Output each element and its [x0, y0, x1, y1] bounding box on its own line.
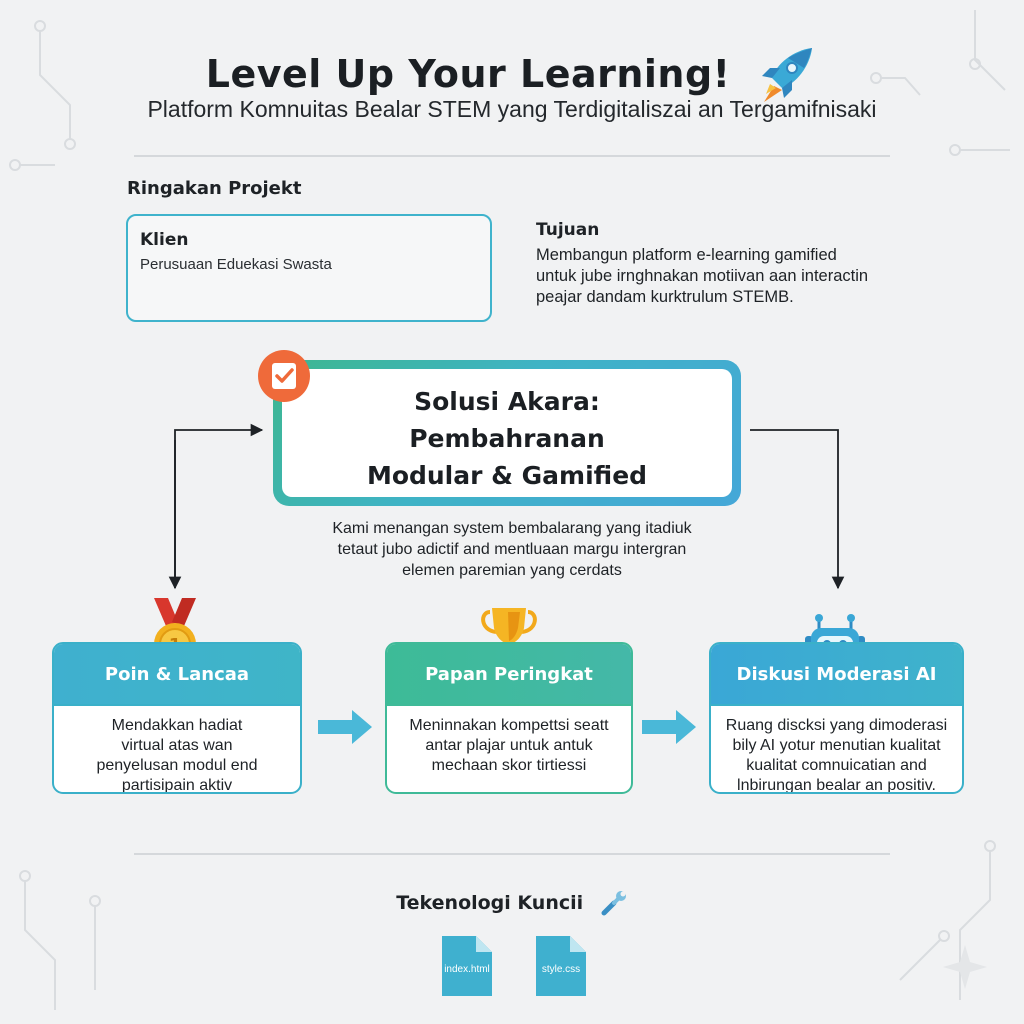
feature-description: Mendakkan hadiat virtual atas wan penyel… — [54, 706, 300, 794]
feature-line: Ruang discksi yang dimoderasi — [725, 717, 948, 734]
goal-line: peajar dandam kurktrulum STEMB. — [536, 288, 794, 306]
feature-description: Ruang discksi yang dimoderasi bily AI yo… — [711, 706, 962, 794]
feature-card-points: Poin & Lancaa Mendakkan hadiat virtual a… — [52, 642, 302, 794]
feature-line: antar plajar untuk antuk — [425, 737, 593, 754]
feature-card-leaderboard: Papan Peringkat Meninnakan kompettsi sea… — [385, 642, 633, 794]
goal-line: untuk jube irnghnakan motiivan aan inter… — [536, 267, 869, 285]
solution-title-line: Solusi Akara: — [414, 387, 600, 416]
arrow-to-solution — [174, 423, 264, 588]
title-text: Level Up Your Learning! — [205, 52, 731, 96]
tech-label: Tekenologi Kuncii — [396, 892, 584, 914]
feature-line: partisipain aktiv — [121, 777, 233, 794]
solution-desc-line: elemen paremian yang cerdats — [402, 562, 622, 579]
solution-title: Solusi Akara: Pembahranan Modular & Gami… — [282, 369, 732, 497]
file-icon-index-html: index.html — [440, 934, 494, 998]
file-icon-style-css: style.css — [534, 934, 588, 998]
file-name: style.css — [541, 964, 581, 975]
section-label: Ringakan Projekt — [127, 178, 302, 199]
checklist-icon — [258, 350, 310, 402]
goal-text: Membangun platform e-learning gamified u… — [536, 245, 936, 308]
solution-description: Kami menangan system bembalarang yang it… — [300, 518, 724, 581]
solution-desc-line: Kami menangan system bembalarang yang it… — [332, 520, 692, 537]
arrow-to-ai — [750, 429, 845, 590]
client-box — [126, 214, 492, 322]
feature-card-ai-discussion: Diskusi Moderasi AI Ruang discksi yang d… — [709, 642, 964, 794]
page-title: Level Up Your Learning! — [0, 44, 1024, 104]
feature-line: virtual atas wan — [121, 737, 233, 754]
rocket-icon — [762, 48, 813, 102]
client-value: Perusuaan Eduekasi Swasta — [140, 256, 332, 273]
divider — [134, 853, 890, 855]
feature-line: mechaan skor tirtiessi — [431, 757, 587, 774]
feature-line: bily AI yotur menutian kualitat — [732, 737, 941, 754]
feature-line: Mendakkan hadiat — [111, 717, 243, 734]
feature-line: penyelusan modul end — [96, 757, 258, 774]
page-subtitle: Platform Komnuitas Bealar STEM yang Terd… — [147, 96, 877, 122]
client-label: Klien — [140, 230, 189, 250]
goal-line: Membangun platform e-learning gamified — [536, 246, 837, 264]
feature-line: Meninnakan kompettsi seatt — [409, 717, 609, 734]
wrench-icon — [601, 891, 626, 916]
feature-line: lnbirungan bealar an positiv. — [737, 777, 936, 794]
feature-description: Meninnakan kompettsi seatt antar plajar … — [387, 706, 631, 776]
feature-title: Poin & Lancaa — [54, 644, 300, 706]
divider — [134, 155, 890, 157]
solution-box: Solusi Akara: Pembahranan Modular & Gami… — [273, 360, 741, 506]
solution-title-line: Modular & Gamified — [366, 461, 648, 490]
feature-line: kualitat comnuicatian and — [746, 757, 927, 774]
feature-title: Diskusi Moderasi AI — [711, 644, 962, 706]
tech-section: Tekenologi Kuncii — [0, 889, 1024, 917]
goal-label: Tujuan — [536, 220, 600, 240]
solution-desc-line: tetaut jubo adictif and mentluaan margu … — [337, 541, 687, 558]
feature-title: Papan Peringkat — [387, 644, 631, 706]
flow-arrow-2 — [642, 710, 696, 744]
file-name: index.html — [444, 964, 490, 975]
solution-title-line: Pembahranan — [409, 424, 605, 453]
flow-arrow-1 — [318, 710, 372, 744]
